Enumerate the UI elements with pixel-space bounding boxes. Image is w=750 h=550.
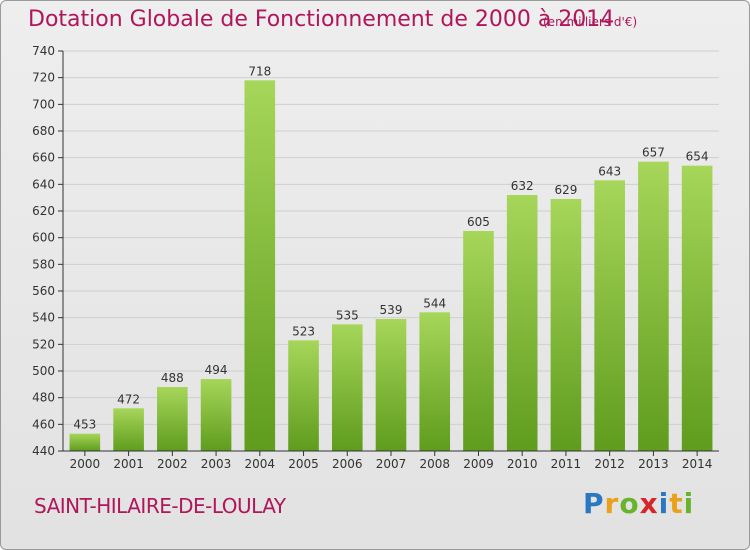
x-tick-label-2009: 2009 xyxy=(463,457,494,471)
logo-letter: o xyxy=(619,487,640,520)
data-label-2001: 472 xyxy=(117,392,140,406)
x-tick-label-2002: 2002 xyxy=(157,457,188,471)
logo-letter: i xyxy=(683,487,695,520)
data-label-2006: 535 xyxy=(336,308,359,322)
data-label-2008: 544 xyxy=(423,296,446,310)
bar-2003 xyxy=(200,379,232,451)
bar-2004 xyxy=(244,80,276,451)
y-tick-label: 620 xyxy=(32,204,55,218)
logo-letter: x xyxy=(639,487,659,520)
y-tick-label: 440 xyxy=(32,444,55,458)
chart-title: Dotation Globale de Fonctionnement de 20… xyxy=(28,7,615,32)
logo-letter: t xyxy=(669,487,684,520)
bar-2010 xyxy=(506,195,538,451)
bar-2000 xyxy=(69,433,101,451)
bar-2011 xyxy=(550,199,582,451)
data-label-2010: 632 xyxy=(511,179,534,193)
x-tick-label-2006: 2006 xyxy=(332,457,363,471)
data-label-2011: 629 xyxy=(554,183,577,197)
x-tick-label-2011: 2011 xyxy=(551,457,582,471)
y-tick-label: 500 xyxy=(32,364,55,378)
bar-2007 xyxy=(375,319,407,451)
data-label-2009: 605 xyxy=(467,215,490,229)
data-label-2000: 453 xyxy=(73,418,96,432)
x-tick-label-2014: 2014 xyxy=(682,457,713,471)
y-tick-label: 480 xyxy=(32,391,55,405)
y-tick-label: 660 xyxy=(32,151,55,165)
y-tick-label: 580 xyxy=(32,257,55,271)
y-tick-label: 700 xyxy=(32,97,55,111)
bars xyxy=(69,80,713,452)
x-tick-label-2010: 2010 xyxy=(507,457,538,471)
y-tick-label: 600 xyxy=(32,231,55,245)
bar-2009 xyxy=(463,231,494,451)
bar-2002 xyxy=(157,387,188,451)
data-label-2013: 657 xyxy=(642,146,665,160)
x-tick-label-2004: 2004 xyxy=(245,457,276,471)
chart-unit: (en milliers d'€) xyxy=(543,15,638,29)
y-tick-label: 540 xyxy=(32,311,55,325)
proxiti-logo: Proxiti xyxy=(583,487,694,520)
bar-2013 xyxy=(638,161,669,451)
data-labels: 453 472 488 494 718 523 535 539 544 605 632 629 643 6… xyxy=(73,64,708,431)
y-tick-label: 640 xyxy=(32,177,55,191)
data-label-2007: 539 xyxy=(380,303,403,317)
logo-letter: i xyxy=(658,487,670,520)
data-label-2003: 494 xyxy=(205,363,228,377)
x-tick-label-2000: 2000 xyxy=(70,457,101,471)
data-label-2002: 488 xyxy=(161,371,184,385)
x-tick-label-2008: 2008 xyxy=(419,457,450,471)
commune-name: SAINT-HILAIRE-DE-LOULAY xyxy=(34,494,286,518)
data-label-2014: 654 xyxy=(686,150,709,164)
bar-2008 xyxy=(419,312,451,451)
x-tick-label-2013: 2013 xyxy=(638,457,669,471)
bar-2012 xyxy=(594,180,625,452)
data-label-2004: 718 xyxy=(248,64,271,78)
data-label-2012: 643 xyxy=(598,164,621,178)
y-tick-label: 720 xyxy=(32,71,55,85)
x-tick-label-2003: 2003 xyxy=(201,457,232,471)
y-tick-label: 560 xyxy=(32,284,55,298)
bar-2006 xyxy=(331,324,363,451)
data-label-2005: 523 xyxy=(292,324,315,338)
y-tick-label: 680 xyxy=(32,124,55,138)
x-tick-label-2005: 2005 xyxy=(288,457,319,471)
logo-letter: P xyxy=(583,487,605,520)
x-tick-label-2012: 2012 xyxy=(594,457,625,471)
x-tick-label-2007: 2007 xyxy=(376,457,407,471)
y-tick-label: 740 xyxy=(32,44,55,58)
x-tick-label-2001: 2001 xyxy=(113,457,144,471)
bar-2001 xyxy=(113,408,144,451)
y-tick-label: 520 xyxy=(32,337,55,351)
axes: 440 460 480 500 520 540 560 580 600 620 640 660 680 7… xyxy=(32,44,719,471)
bar-2005 xyxy=(288,340,319,451)
logo-letter: r xyxy=(604,487,620,520)
bar-2014 xyxy=(681,165,713,451)
y-tick-label: 460 xyxy=(32,417,55,431)
